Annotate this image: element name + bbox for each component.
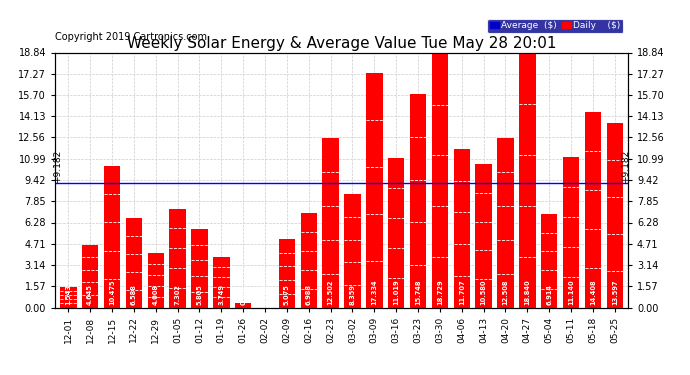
Bar: [497, 138, 513, 308]
Title: Weekly Solar Energy & Average Value Tue May 28 20:01: Weekly Solar Energy & Average Value Tue …: [127, 36, 556, 51]
Bar: [60, 286, 77, 308]
Text: 15.748: 15.748: [415, 280, 421, 306]
Bar: [475, 164, 492, 308]
Text: 18.729: 18.729: [437, 280, 443, 306]
Bar: [519, 53, 535, 308]
Bar: [432, 54, 448, 307]
Text: 6.914: 6.914: [546, 285, 552, 306]
Text: 3.749: 3.749: [218, 285, 224, 306]
Text: 11.019: 11.019: [393, 280, 400, 306]
Bar: [235, 303, 251, 307]
Text: +9.182: +9.182: [621, 150, 630, 183]
Bar: [301, 213, 317, 308]
Bar: [410, 94, 426, 308]
Text: 13.597: 13.597: [612, 280, 618, 306]
Bar: [148, 253, 164, 308]
Bar: [104, 166, 120, 308]
Text: 4.645: 4.645: [87, 285, 93, 306]
Text: 12.502: 12.502: [328, 280, 334, 306]
Text: 5.805: 5.805: [197, 285, 202, 306]
Text: 6.588: 6.588: [131, 285, 137, 306]
Bar: [366, 73, 382, 308]
Bar: [541, 214, 558, 308]
Text: 0.332: 0.332: [240, 285, 246, 306]
Text: 10.580: 10.580: [481, 280, 486, 306]
Text: 12.508: 12.508: [502, 280, 509, 306]
Text: 7.302: 7.302: [175, 285, 181, 306]
Text: 1.543: 1.543: [66, 285, 71, 306]
Text: 11.140: 11.140: [568, 280, 574, 306]
Bar: [563, 157, 580, 308]
Text: +9.182: +9.182: [53, 150, 62, 183]
Bar: [82, 244, 99, 308]
Text: 4.008: 4.008: [152, 285, 159, 306]
Text: Copyright 2019 Cartronics.com: Copyright 2019 Cartronics.com: [55, 32, 207, 42]
Bar: [191, 229, 208, 308]
Text: 5.075: 5.075: [284, 285, 290, 306]
Text: 10.475: 10.475: [109, 280, 115, 306]
Text: 0.000: 0.000: [262, 285, 268, 306]
Text: 6.988: 6.988: [306, 285, 312, 306]
Text: 17.334: 17.334: [371, 280, 377, 306]
Bar: [344, 194, 361, 308]
Text: 18.840: 18.840: [524, 280, 531, 306]
Bar: [213, 257, 230, 307]
Text: 14.408: 14.408: [590, 280, 596, 306]
Bar: [584, 112, 601, 308]
Bar: [126, 218, 142, 308]
Bar: [607, 123, 623, 308]
Bar: [279, 239, 295, 308]
Text: 8.359: 8.359: [349, 285, 355, 306]
Legend: Average  ($), Daily    ($): Average ($), Daily ($): [487, 19, 623, 33]
Text: 11.707: 11.707: [459, 280, 465, 306]
Bar: [453, 149, 470, 308]
Bar: [388, 158, 404, 308]
Bar: [170, 209, 186, 308]
Bar: [322, 138, 339, 308]
